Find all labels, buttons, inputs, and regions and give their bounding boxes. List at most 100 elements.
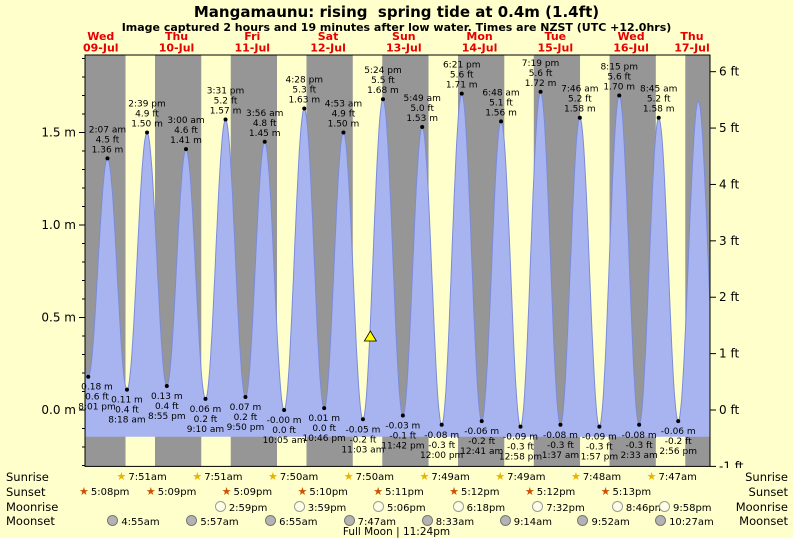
sunset-time: 5:12pm — [536, 487, 576, 498]
sunset-star-icon: ★ — [449, 485, 459, 498]
low-tide-dot — [479, 419, 484, 424]
low-tide-dot — [282, 408, 287, 412]
sunset-entry: ★ 5:12pm — [449, 485, 499, 498]
high-tide-dot — [262, 139, 267, 144]
moonrise-entry: 5:06pm — [373, 500, 426, 514]
high-tide-dot — [302, 106, 307, 111]
sunrise-entry: ★ 7:50am — [268, 470, 318, 483]
day-label: Thu 10-Jul — [159, 30, 195, 55]
moonset-time: 8:33am — [435, 517, 475, 528]
sunset-entry: ★ 5:13pm — [601, 485, 651, 498]
low-tide-dot — [676, 419, 681, 424]
sunrise-time: 7:49am — [431, 472, 470, 483]
high-tide-label: 5:24 pm 5.5 ft 1.68 m — [364, 66, 402, 96]
sunset-time: 5:09pm — [157, 487, 197, 498]
moonset-entry: 7:47am — [343, 514, 396, 528]
moonset-circle-icon — [655, 515, 667, 526]
sunrise-row-label-right: Sunrise — [745, 470, 788, 484]
low-tide-label: -0.05 m -0.2 ft 11:03 am — [341, 425, 384, 455]
low-tide-label: -0.06 m -0.2 ft 2:56 pm — [659, 427, 697, 457]
sunrise-star-icon: ★ — [116, 470, 127, 483]
moonset-time: 5:57am — [200, 517, 239, 528]
sunrise-star-icon: ★ — [268, 470, 278, 483]
y-axis-label-m: 0.5 m — [41, 311, 76, 325]
moonset-circle-icon — [577, 515, 589, 526]
sunset-entry: ★ 5:09pm — [146, 485, 196, 498]
low-tide-dot — [164, 383, 169, 388]
low-tide-dot — [322, 406, 327, 411]
sunset-entry: ★ 5:08pm — [79, 485, 129, 498]
high-tide-dot — [105, 156, 110, 161]
high-tide-label: 7:19 pm 5.6 ft 1.72 m — [522, 59, 560, 89]
high-tide-label: 3:31 pm 5.2 ft 1.57 m — [207, 87, 245, 117]
day-label: Wed 16-Jul — [613, 30, 649, 55]
high-tide-dot — [656, 115, 661, 120]
sunset-row-label-right: Sunset — [748, 485, 788, 499]
moonrise-circle-icon — [373, 501, 385, 512]
moonrise-circle-icon — [452, 501, 464, 512]
moonrise-time: 9:58pm — [673, 503, 712, 514]
moonset-entry: 5:57am — [186, 514, 239, 528]
low-tide-label: 0.11 m 0.4 ft 8:18 am — [108, 396, 145, 426]
sunrise-entry: ★ 7:49am — [495, 470, 545, 483]
moonrise-circle-icon — [293, 501, 305, 512]
low-tide-label: 0.13 m 0.4 ft 8:55 pm — [148, 392, 186, 422]
high-tide-dot — [380, 97, 385, 102]
high-tide-label: 8:45 am 5.2 ft 1.58 m — [640, 85, 677, 115]
moonset-circle-icon — [186, 515, 198, 526]
moonrise-circle-icon — [611, 501, 623, 512]
moonrise-entry: 9:58pm — [659, 500, 712, 514]
day-label: Sat 12-Jul — [310, 30, 346, 55]
plot-border — [84, 54, 711, 467]
moonrise-time: 2:59pm — [228, 503, 268, 514]
page-subtitle: Image captured 2 hours and 19 minutes af… — [121, 21, 672, 34]
sunset-time: 5:11pm — [385, 487, 424, 498]
high-tide-label: 2:07 am 4.5 ft 1.36 m — [89, 125, 126, 155]
tide-chart: 1.5 m 1.0 m 0.5 m 0.0 m 6 ft 5 ft 4 ft 3 ft 2 ft… — [41, 30, 743, 468]
high-tide-label: 8:15 pm 5.6 ft 1.70 m — [600, 63, 638, 93]
sunset-entry: ★ 5:09pm — [222, 485, 272, 498]
day-label: Fri 11-Jul — [235, 30, 271, 55]
high-tide-dot — [499, 119, 504, 124]
low-tide-label: 0.07 m 0.2 ft 9:50 pm — [227, 403, 265, 433]
high-tide-label: 4:28 pm 5.3 ft 1.63 m — [286, 75, 324, 105]
y-axis-label-m: 1.0 m — [41, 218, 76, 232]
moonset-row-label-left: Moonset — [6, 514, 55, 528]
sunset-star-icon: ★ — [145, 485, 156, 498]
low-tide-label: -0.03 m -0.1 ft 11:42 pm — [381, 422, 424, 452]
sunset-star-icon: ★ — [524, 485, 535, 498]
moonset-time: 9:14am — [513, 517, 553, 528]
moonrise-entry: 2:59pm — [214, 500, 268, 514]
moonrise-time: 6:18pm — [466, 503, 506, 514]
moonrise-circle-icon — [532, 501, 544, 512]
moonset-time: 9:52am — [591, 517, 630, 528]
day-label: Sun 13-Jul — [386, 30, 422, 55]
high-tide-label: 3:56 am 4.8 ft 1.45 m — [246, 109, 283, 139]
high-tide-dot — [420, 124, 425, 129]
moonset-time: 7:47am — [357, 517, 396, 528]
low-tide-label: -0.06 m -0.2 ft 12:41 am — [460, 427, 503, 457]
high-tide-label: 2:39 pm 4.9 ft 1.50 m — [128, 100, 166, 130]
moonset-entry: 6:55am — [265, 514, 317, 528]
low-tide-label: -0.08 m -0.3 ft 1:37 am — [542, 431, 579, 461]
moonrise-entry: 8:46pm — [611, 500, 664, 514]
sunrise-entry: ★ 7:51am — [117, 470, 167, 483]
moonset-entry: 10:27am — [655, 514, 714, 528]
low-tide-label: 0.18 m 0.6 ft 8:01 pm — [78, 383, 116, 413]
sunrise-time: 7:49am — [507, 472, 546, 483]
high-tide-label: 6:48 am 5.1 ft 1.56 m — [482, 88, 519, 118]
moonrise-circle-icon — [659, 501, 670, 512]
page-title: Mangamaunu: rising spring tide at 0.4m (… — [193, 3, 600, 21]
low-tide-label: 0.01 m 0.0 ft 10:46 pm — [303, 414, 346, 444]
moonrise-time: 5:06pm — [387, 503, 426, 514]
sunrise-time: 7:50am — [279, 472, 319, 483]
moonrise-entry: 7:32pm — [532, 500, 585, 514]
low-tide-dot — [597, 424, 602, 429]
high-tide-dot — [459, 91, 464, 96]
y-axis-label-ft: 4 ft — [719, 177, 739, 191]
high-tide-label: 4:53 am 4.9 ft 1.50 m — [325, 100, 362, 130]
moonset-circle-icon — [499, 515, 511, 526]
low-tide-dot — [558, 422, 563, 427]
y-axis-label-ft: 1 ft — [719, 347, 739, 361]
high-tide-label: 3:00 am 4.6 ft 1.41 m — [167, 116, 204, 146]
